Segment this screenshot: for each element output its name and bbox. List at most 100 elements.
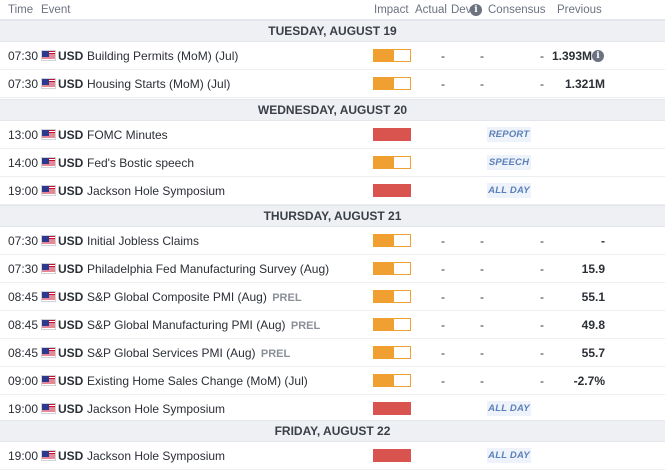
header-dev[interactable]: Dev bbox=[451, 4, 472, 16]
event-row[interactable]: 07:30 USD Initial Jobless Claims - - - - bbox=[0, 227, 665, 255]
event-name[interactable]: Existing Home Sales Change (MoM) (Jul) bbox=[87, 374, 308, 388]
event-name[interactable]: FOMC Minutes bbox=[87, 128, 168, 142]
event-row[interactable]: 07:30 USD Building Permits (MoM) (Jul) - - -1… bbox=[0, 42, 665, 70]
impact-bar bbox=[373, 402, 411, 415]
dev-value: - bbox=[480, 374, 484, 388]
event-name[interactable]: S&P Global Services PMI (Aug) PREL bbox=[87, 346, 290, 360]
header-actual[interactable]: Actual bbox=[415, 4, 447, 16]
actual-value: - bbox=[441, 346, 445, 360]
us-flag-icon bbox=[41, 129, 56, 140]
actual-value: - bbox=[441, 318, 445, 332]
impact-bar bbox=[373, 290, 411, 303]
us-flag-icon bbox=[41, 291, 56, 302]
header-previous[interactable]: Previous bbox=[557, 4, 602, 16]
event-currency: USD bbox=[58, 290, 84, 304]
dev-value: - bbox=[480, 77, 484, 91]
event-name[interactable]: Jackson Hole Symposium bbox=[87, 449, 225, 463]
us-flag-icon bbox=[41, 50, 56, 61]
event-row[interactable]: 19:00 USD Jackson Hole Symposium ALL DAY bbox=[0, 442, 665, 470]
impact-bar bbox=[373, 318, 411, 331]
event-currency: USD bbox=[58, 346, 84, 360]
event-title[interactable]: FOMC Minutes bbox=[87, 128, 168, 142]
day-header: TUESDAY, AUGUST 19 bbox=[0, 20, 665, 42]
dev-value: - bbox=[480, 290, 484, 304]
event-row[interactable]: 13:00 USD FOMC Minutes REPORT bbox=[0, 121, 665, 149]
event-row[interactable]: 07:30 USD Philadelphia Fed Manufacturing S… bbox=[0, 255, 665, 283]
info-icon[interactable]: i bbox=[592, 50, 604, 62]
event-currency: USD bbox=[58, 128, 84, 142]
event-name[interactable]: Jackson Hole Symposium bbox=[87, 402, 225, 416]
event-title[interactable]: Philadelphia Fed Manufacturing Survey (A… bbox=[87, 262, 330, 276]
us-flag-icon bbox=[41, 185, 56, 196]
event-title[interactable]: Jackson Hole Symposium bbox=[87, 184, 226, 198]
previous-value: 49.8 bbox=[581, 318, 605, 332]
info-icon[interactable]: i bbox=[470, 4, 482, 16]
event-name[interactable]: S&P Global Manufacturing PMI (Aug) PREL bbox=[87, 318, 320, 332]
event-row[interactable]: 08:45 USD S&P Global Composite PMI (Aug) P… bbox=[0, 283, 665, 311]
event-currency: USD bbox=[58, 156, 84, 170]
consensus-value: - bbox=[540, 318, 544, 332]
event-title[interactable]: Jackson Hole Symposium bbox=[87, 402, 226, 416]
header-impact[interactable]: Impact bbox=[374, 4, 409, 16]
us-flag-icon bbox=[41, 403, 56, 414]
previous-value: 55.1 bbox=[581, 290, 605, 304]
event-title[interactable]: S&P Global Services PMI (Aug) bbox=[87, 346, 256, 360]
event-row[interactable]: 07:30 USD Housing Starts (MoM) (Jul) - - - 1.3… bbox=[0, 70, 665, 98]
header-time[interactable]: Time bbox=[8, 4, 34, 16]
us-flag-icon bbox=[41, 263, 56, 274]
event-title[interactable]: Jackson Hole Symposium bbox=[87, 449, 226, 463]
event-currency: USD bbox=[58, 262, 84, 276]
event-name[interactable]: Building Permits (MoM) (Jul) bbox=[87, 49, 238, 63]
previous-value: 1.393M bbox=[551, 49, 592, 63]
dev-value: - bbox=[480, 49, 484, 63]
event-name[interactable]: Philadelphia Fed Manufacturing Survey (A… bbox=[87, 262, 329, 276]
event-name[interactable]: S&P Global Composite PMI (Aug) PREL bbox=[87, 290, 302, 304]
previous-value: -2.7% bbox=[573, 374, 605, 388]
impact-bar bbox=[373, 374, 411, 387]
event-title[interactable]: Fed's Bostic speech bbox=[87, 156, 195, 170]
impact-bar bbox=[373, 128, 411, 141]
event-title[interactable]: Building Permits (MoM) (Jul) bbox=[87, 49, 239, 63]
event-title[interactable]: Housing Starts (MoM) (Jul) bbox=[87, 77, 231, 91]
event-row[interactable]: 19:00 USD Jackson Hole Symposium ALL DAY bbox=[0, 177, 665, 205]
impact-bar bbox=[373, 156, 411, 169]
event-currency: USD bbox=[58, 49, 84, 63]
actual-value: - bbox=[441, 374, 445, 388]
event-time: 08:45 bbox=[8, 318, 39, 332]
event-time: 07:30 bbox=[8, 77, 39, 91]
event-type-label: ALL DAY bbox=[487, 401, 531, 416]
event-row[interactable]: 08:45 USD S&P Global Services PMI (Aug) PR… bbox=[0, 339, 665, 367]
event-row[interactable]: 08:45 USD S&P Global Manufacturing PMI (Au… bbox=[0, 311, 665, 339]
actual-value: - bbox=[441, 234, 445, 248]
dev-value: - bbox=[480, 318, 484, 332]
event-name[interactable]: Jackson Hole Symposium bbox=[87, 184, 225, 198]
event-title[interactable]: Existing Home Sales Change (MoM) (Jul) bbox=[87, 374, 308, 388]
us-flag-icon bbox=[41, 450, 56, 461]
event-row[interactable]: 14:00 USD Fed's Bostic speech SPEECH bbox=[0, 149, 665, 177]
event-row[interactable]: 19:00 USD Jackson Hole Symposium ALL DAY bbox=[0, 395, 665, 423]
event-title[interactable]: S&P Global Composite PMI (Aug) bbox=[87, 290, 267, 304]
event-currency: USD bbox=[58, 77, 84, 91]
consensus-value: - bbox=[540, 374, 544, 388]
event-title[interactable]: Initial Jobless Claims bbox=[87, 234, 200, 248]
event-tag: PREL bbox=[260, 348, 291, 360]
event-name[interactable]: Housing Starts (MoM) (Jul) bbox=[87, 77, 230, 91]
us-flag-icon bbox=[41, 319, 56, 330]
event-title[interactable]: S&P Global Manufacturing PMI (Aug) bbox=[87, 318, 286, 332]
event-row[interactable]: 09:00 USD Existing Home Sales Change (MoM)… bbox=[0, 367, 665, 395]
actual-value: - bbox=[441, 49, 445, 63]
impact-bar bbox=[373, 184, 411, 197]
event-name[interactable]: Fed's Bostic speech bbox=[87, 156, 194, 170]
impact-bar bbox=[373, 77, 411, 90]
header-consensus[interactable]: Consensus bbox=[488, 4, 546, 16]
event-time: 13:00 bbox=[8, 128, 39, 142]
event-currency: USD bbox=[58, 374, 84, 388]
event-time: 07:30 bbox=[8, 262, 39, 276]
header-event[interactable]: Event bbox=[41, 4, 71, 16]
event-currency: USD bbox=[58, 402, 84, 416]
event-currency: USD bbox=[58, 449, 84, 463]
consensus-value: - bbox=[540, 290, 544, 304]
event-name[interactable]: Initial Jobless Claims bbox=[87, 234, 199, 248]
us-flag-icon bbox=[41, 375, 56, 386]
